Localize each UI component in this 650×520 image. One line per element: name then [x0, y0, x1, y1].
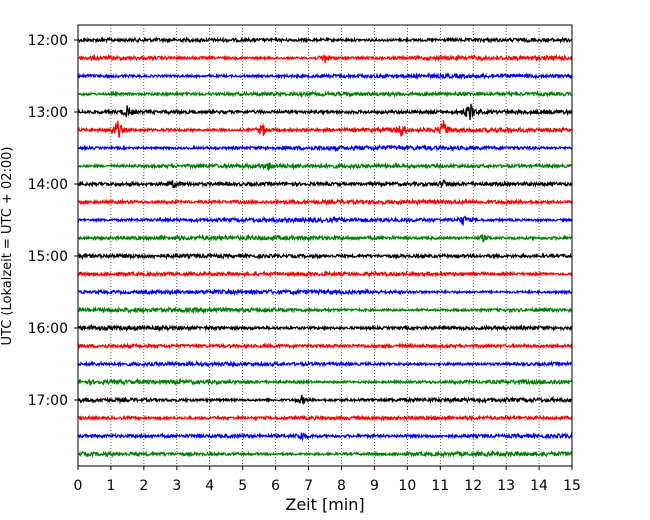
- seismic-trace: [77, 215, 573, 226]
- x-tick-label: 3: [172, 478, 181, 494]
- x-tick-label: 10: [398, 478, 416, 494]
- seismic-trace: [77, 198, 573, 207]
- seismic-trace: [77, 179, 573, 189]
- x-tick-label: 6: [271, 478, 280, 494]
- seismic-trace: [77, 449, 573, 459]
- y-tick-label: 16:00: [28, 321, 68, 337]
- seismic-trace: [77, 287, 573, 297]
- y-tick-label: 17:00: [28, 393, 68, 409]
- x-tick-label: 5: [238, 478, 247, 494]
- x-tick-label: 9: [370, 478, 379, 494]
- x-tick-label: 14: [530, 478, 548, 494]
- seismic-trace: [77, 359, 573, 368]
- x-tick-label: 0: [74, 478, 83, 494]
- y-axis-ticks: 12:00 13:00 14:00 15:00 16:00 17:00: [28, 33, 78, 409]
- seismic-trace: [77, 233, 573, 243]
- x-tick-label: 15: [563, 478, 581, 494]
- seismic-trace: [77, 144, 573, 153]
- seismic-trace: [77, 270, 573, 279]
- seismic-trace: [77, 432, 573, 442]
- seismic-trace: [77, 71, 573, 80]
- x-tick-label: 12: [464, 478, 482, 494]
- y-tick-label: 15:00: [28, 249, 68, 265]
- seismic-trace: [77, 161, 573, 171]
- seismic-trace: [77, 120, 573, 138]
- plot-background: [78, 25, 572, 466]
- seismic-trace: [77, 103, 573, 121]
- plot-frame: [77, 24, 573, 467]
- y-tick-label: 12:00: [28, 33, 68, 49]
- x-tick-label: 11: [431, 478, 449, 494]
- seismic-trace: [77, 305, 573, 315]
- x-tick-label: 2: [139, 478, 148, 494]
- seismic-trace: [77, 90, 573, 99]
- x-tick-label: 13: [497, 478, 515, 494]
- seismic-trace: [77, 323, 573, 333]
- seismic-trace: [77, 394, 573, 406]
- seismic-trace: [77, 414, 573, 422]
- x-axis-ticks: 0 1 2 3 4 5 6 7 8 9 10 11 12 13 14 15: [74, 466, 581, 494]
- x-tick-label: 8: [337, 478, 346, 494]
- seismic-traces: [77, 35, 573, 459]
- seismic-trace: [77, 342, 573, 350]
- seismic-trace: [77, 35, 573, 44]
- seismic-trace: [77, 377, 573, 387]
- x-axis-label: Zeit [min]: [285, 495, 364, 514]
- x-tick-label: 4: [205, 478, 214, 494]
- y-tick-label: 14:00: [28, 177, 68, 193]
- seismic-trace: [77, 252, 573, 260]
- y-axis-label: UTC (Lokalzeit = UTC + 02:00): [0, 147, 15, 346]
- y-tick-label: 13:00: [28, 105, 68, 121]
- seismic-trace: [77, 53, 573, 64]
- x-tick-label: 7: [304, 478, 313, 494]
- x-tick-label: 1: [106, 478, 115, 494]
